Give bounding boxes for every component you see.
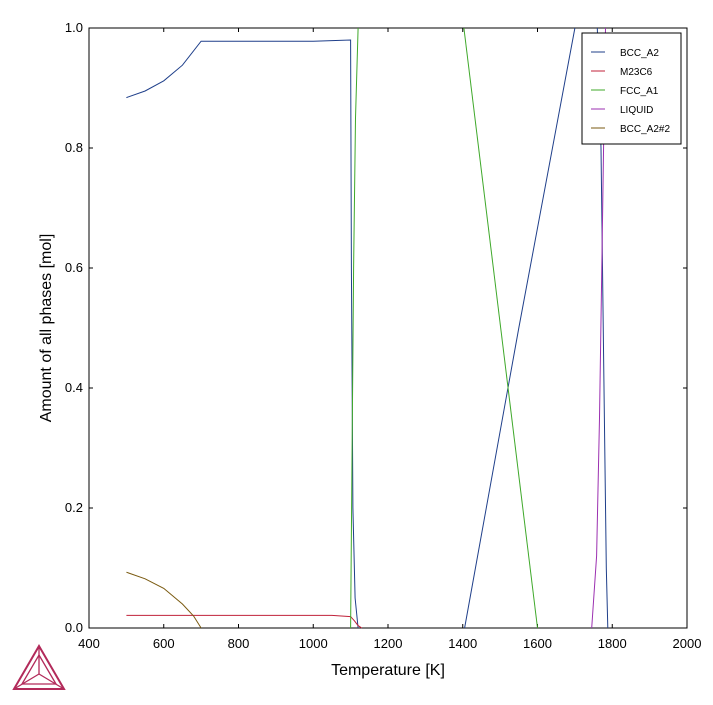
x-tick-label: 1800 (598, 636, 627, 651)
x-axis-title: Temperature [K] (331, 662, 445, 679)
y-tick-label: 0.2 (65, 500, 83, 515)
legend-label-m23c6: M23C6 (620, 67, 653, 78)
x-tick-label: 1400 (448, 636, 477, 651)
y-tick-label: 0.8 (65, 140, 83, 155)
legend-label-bcc-a2: BCC_A2 (620, 48, 659, 59)
legend-label-bcc-a2-2: BCC_A2#2 (620, 124, 670, 135)
x-tick-label: 1600 (523, 636, 552, 651)
series-line-bcc-a2 (464, 27, 576, 629)
y-tick-label: 0.6 (65, 260, 83, 275)
x-tick-label: 1000 (299, 636, 328, 651)
series-line-bcc-a2-2 (126, 571, 202, 629)
legend: BCC_A2 M23C6 FCC_A1 LIQUID BCC_A2#2 (581, 32, 682, 145)
y-axis-title: Amount of all phases [mol] (38, 234, 55, 423)
x-tick-label: 600 (153, 636, 175, 651)
series-line-fcc-a1 (463, 27, 538, 629)
x-tick-label: 800 (228, 636, 250, 651)
tick-marks (88, 27, 688, 629)
legend-label-liquid: LIQUID (620, 105, 653, 116)
legend-label-fcc-a1: FCC_A1 (620, 86, 659, 97)
series-line-fcc-a1 (350, 27, 359, 629)
y-tick-label: 0.4 (65, 380, 83, 395)
series-line-m23c6 (126, 614, 363, 629)
x-tick-label: 400 (78, 636, 100, 651)
y-tick-label: 0.0 (65, 620, 83, 635)
series-line-bcc-a2 (126, 39, 359, 629)
thermo-calc-logo (12, 644, 66, 690)
x-tick-label: 2000 (673, 636, 702, 651)
x-tick-label: 1200 (374, 636, 403, 651)
y-tick-labels: 0.0 0.2 0.4 0.6 0.8 1.0 (65, 20, 83, 635)
x-tick-labels: 400 600 800 1000 1200 1400 1600 1800 2000 (78, 636, 701, 651)
y-tick-label: 1.0 (65, 20, 83, 35)
